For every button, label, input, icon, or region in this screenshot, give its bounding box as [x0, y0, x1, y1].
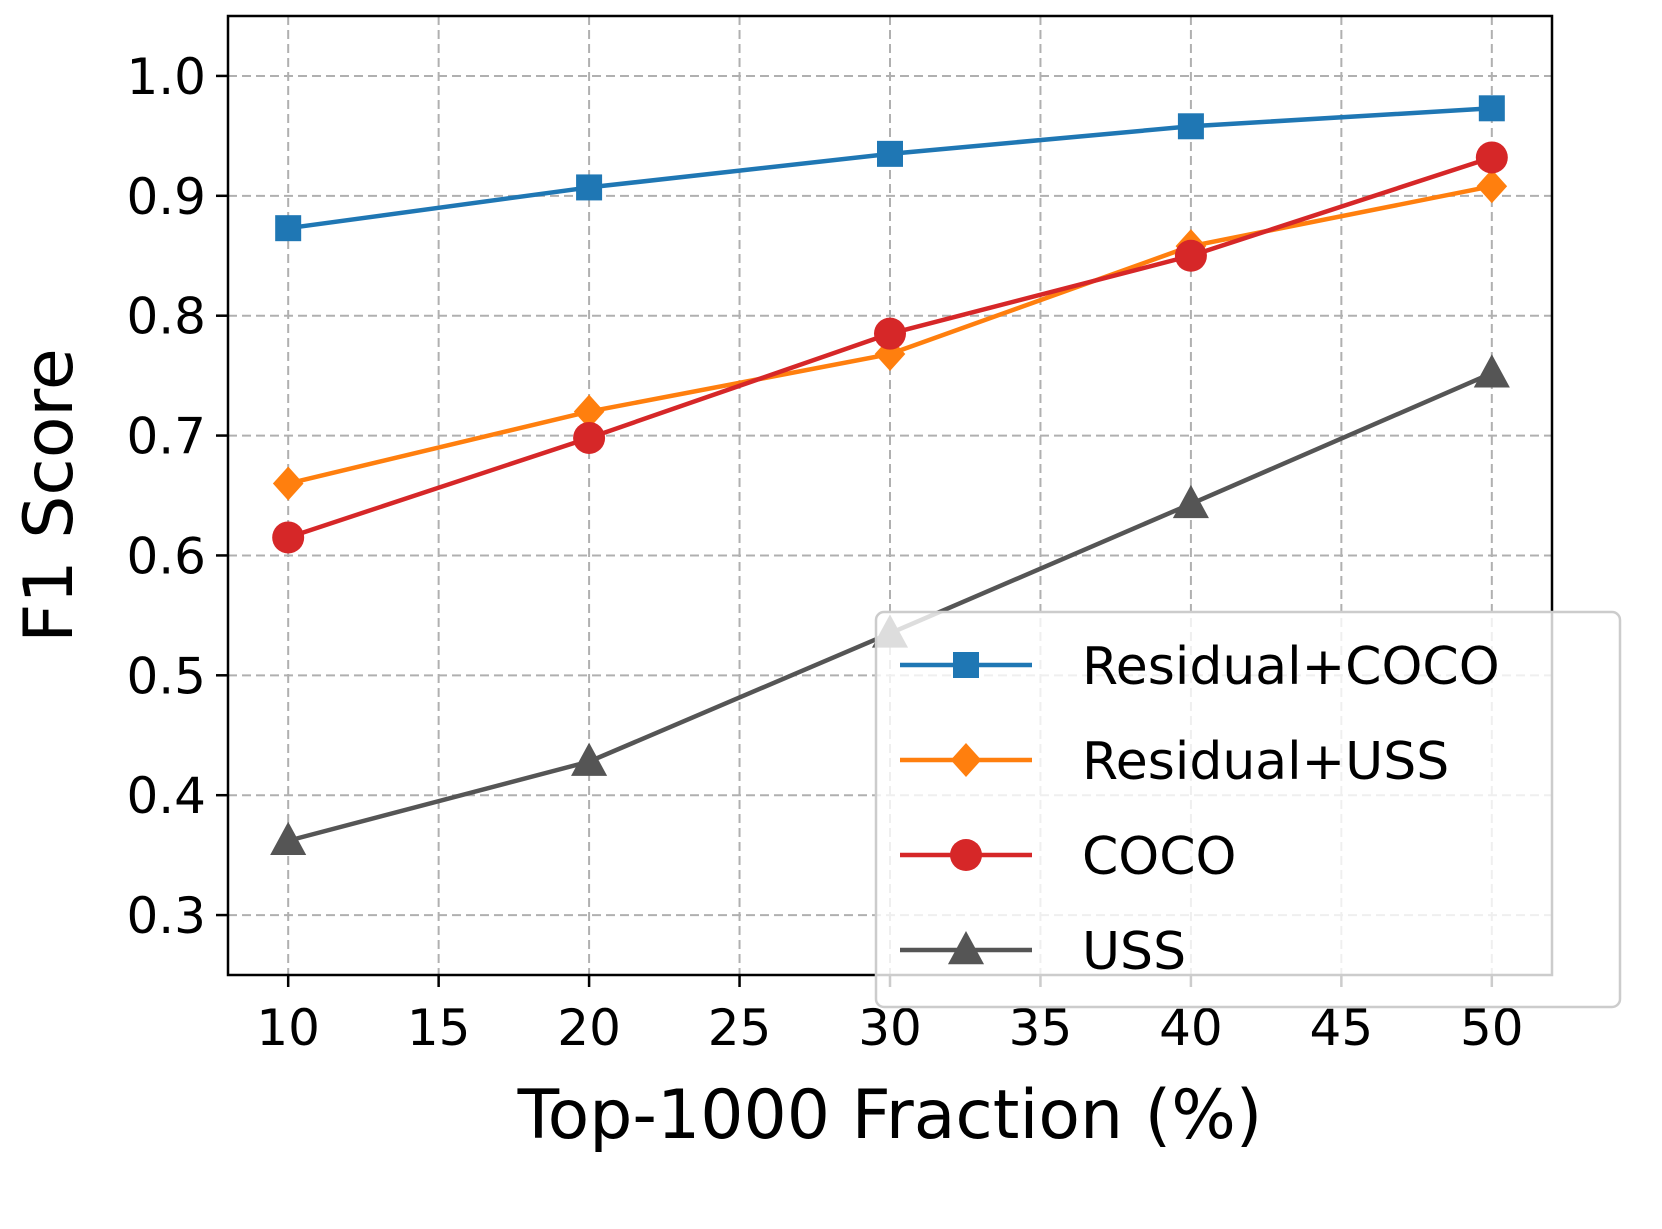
- legend-item: USS: [900, 922, 1186, 982]
- x-tick-label: 15: [407, 999, 471, 1057]
- data-point: [1476, 169, 1508, 204]
- legend: Residual+COCO Residual+USS COCO USS: [874, 610, 1622, 1009]
- data-point: [874, 337, 906, 372]
- data-point: [1172, 484, 1209, 519]
- data-point: [573, 394, 605, 429]
- data-point: [272, 466, 304, 501]
- legend-label: Residual+COCO: [1082, 637, 1500, 697]
- data-point: [571, 742, 608, 776]
- data-point: [1478, 95, 1505, 122]
- data-point: [275, 215, 302, 242]
- y-tick-label: 0.7: [126, 408, 206, 466]
- legend-label: USS: [1082, 922, 1186, 982]
- legend-box: [874, 610, 1622, 1009]
- data-point: [270, 821, 307, 855]
- legend-item: COCO: [900, 827, 1236, 887]
- data-point: [573, 421, 606, 454]
- x-tick-label: 20: [557, 999, 621, 1057]
- data-point: [1475, 141, 1508, 174]
- x-tick-label: 45: [1310, 999, 1374, 1057]
- y-tick-label: 1.0: [126, 48, 206, 106]
- x-tick-label: 10: [256, 999, 320, 1057]
- y-axis-title: F1 Score: [10, 348, 89, 642]
- legend-label: Residual+USS: [1082, 732, 1449, 792]
- data-point: [1177, 113, 1204, 140]
- legend-marker: [950, 839, 982, 871]
- legend-item: Residual+COCO: [900, 637, 1500, 697]
- y-tick-label: 0.3: [126, 887, 206, 945]
- legend-marker: [947, 931, 985, 965]
- data-point: [1174, 239, 1207, 272]
- y-tick-label: 0.9: [126, 168, 206, 226]
- data-point: [576, 174, 603, 201]
- x-tick-label: 50: [1460, 999, 1524, 1057]
- series-coco: [272, 141, 1508, 554]
- data-point: [874, 317, 906, 350]
- data-point: [272, 521, 305, 554]
- x-tick-label: 40: [1159, 999, 1223, 1057]
- y-tick-label: 0.5: [126, 647, 206, 705]
- series-residual-coco: [275, 95, 1505, 242]
- y-tick-label: 0.6: [126, 527, 206, 585]
- legend-marker: [950, 743, 982, 777]
- data-point: [1473, 354, 1510, 388]
- ticks: 10 15 20 25 30 35 40 45 50 0.3 0.4 0.5 0.6 0.7 0.8 0.9 1…: [126, 48, 1523, 1057]
- x-tick-label: 25: [708, 999, 772, 1057]
- legend-marker: [953, 652, 979, 678]
- x-axis-title: Top-1000 Fraction (%): [517, 1076, 1263, 1155]
- x-tick-label: 30: [858, 999, 922, 1057]
- data-point: [877, 140, 903, 167]
- y-tick-label: 0.4: [126, 767, 206, 825]
- y-tick-label: 0.8: [126, 288, 206, 346]
- legend-item: Residual+USS: [900, 732, 1449, 792]
- x-tick-label: 35: [1009, 999, 1073, 1057]
- legend-label: COCO: [1082, 827, 1236, 887]
